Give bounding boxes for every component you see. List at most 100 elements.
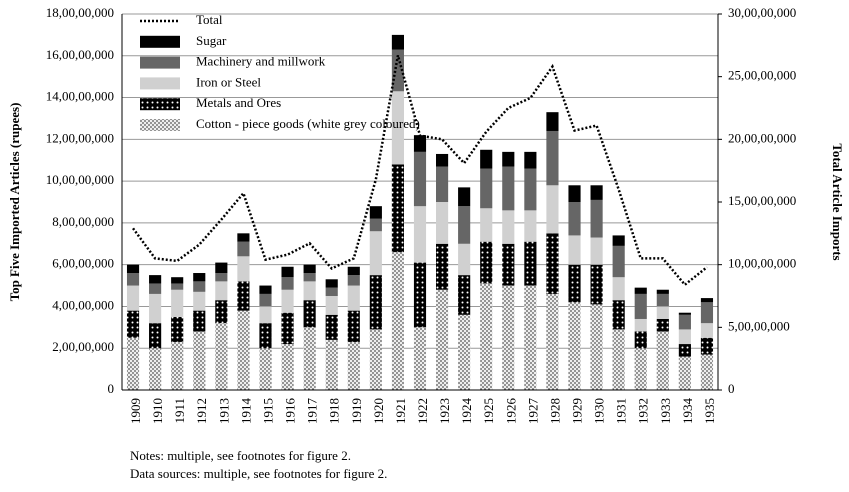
bar-segment bbox=[612, 329, 625, 390]
bar-segment bbox=[237, 241, 250, 257]
bar-segment bbox=[524, 210, 537, 242]
bar-segment bbox=[259, 348, 272, 390]
bar-segment bbox=[700, 323, 714, 338]
bar-segment bbox=[369, 275, 382, 330]
note: Notes: multiple, see footnotes for figur… bbox=[130, 448, 351, 463]
bar-segment bbox=[656, 318, 669, 332]
bar-segment bbox=[215, 323, 228, 390]
y2-tick-label: 15,00,00,000 bbox=[728, 193, 796, 208]
bar-segment bbox=[524, 151, 537, 169]
bar-segment bbox=[678, 312, 691, 315]
bar-segment bbox=[369, 218, 382, 232]
x-tick-label: 1927 bbox=[525, 398, 540, 425]
legend-swatch bbox=[140, 56, 180, 69]
bar-segment bbox=[546, 293, 559, 390]
x-tick-label: 1909 bbox=[128, 398, 143, 424]
bar-segment bbox=[126, 285, 140, 311]
bar-segment bbox=[656, 289, 669, 294]
bar-segment bbox=[325, 314, 338, 340]
bar-segment bbox=[480, 283, 493, 390]
y-tick-label: 16,00,00,000 bbox=[46, 47, 114, 62]
bar-segment bbox=[281, 312, 294, 345]
y2-tick-label: 0 bbox=[728, 381, 735, 396]
x-tick-label: 1929 bbox=[570, 398, 585, 424]
bar-segment bbox=[303, 273, 316, 282]
bar-segment bbox=[502, 210, 515, 244]
bar-segment bbox=[369, 329, 382, 390]
bar-segment bbox=[126, 273, 140, 286]
bar-segment bbox=[325, 279, 338, 288]
y-tick-label: 10,00,00,000 bbox=[46, 172, 114, 187]
y-axis-title: Top Five Imported Articles (rupees) bbox=[7, 103, 22, 302]
bar-segment bbox=[502, 166, 515, 211]
bar-segment bbox=[590, 264, 603, 305]
bar-segment bbox=[149, 348, 162, 390]
legend-swatch bbox=[140, 119, 180, 131]
bar-segment bbox=[524, 168, 537, 211]
y2-tick-label: 20,00,00,000 bbox=[728, 130, 796, 145]
bar-segment bbox=[568, 202, 581, 236]
bar-segment bbox=[678, 314, 691, 330]
bar-segment bbox=[149, 283, 162, 294]
bar-segment bbox=[656, 306, 669, 319]
y-tick-label: 4,00,00,000 bbox=[52, 297, 114, 312]
y2-tick-label: 10,00,00,000 bbox=[728, 256, 796, 271]
bar-segment bbox=[215, 273, 228, 282]
x-tick-label: 1925 bbox=[481, 398, 496, 424]
legend-swatch bbox=[140, 77, 180, 90]
bar-segment bbox=[325, 339, 338, 390]
x-tick-label: 1928 bbox=[547, 398, 562, 424]
bar-segment bbox=[436, 202, 449, 244]
bar-segment bbox=[281, 344, 294, 390]
bar-segment bbox=[436, 243, 449, 290]
bar-segment bbox=[215, 300, 228, 324]
bar-segment bbox=[458, 314, 471, 390]
bar-segment bbox=[590, 304, 603, 390]
bar-segment bbox=[524, 285, 537, 390]
bar-segment bbox=[237, 256, 250, 282]
y-tick-label: 12,00,00,000 bbox=[46, 130, 114, 145]
bar-segment bbox=[568, 264, 581, 303]
bar-segment bbox=[458, 275, 471, 315]
bar-segment bbox=[391, 91, 404, 165]
bar-segment bbox=[546, 130, 559, 186]
y-tick-label: 14,00,00,000 bbox=[46, 89, 114, 104]
bar-segment bbox=[149, 293, 162, 324]
bar-segment bbox=[568, 235, 581, 265]
x-tick-label: 1910 bbox=[150, 398, 165, 424]
bar-segment bbox=[612, 245, 625, 278]
bar-segment bbox=[215, 281, 228, 301]
bar-segment bbox=[281, 266, 294, 278]
bar-segment bbox=[502, 285, 515, 390]
legend-label: Machinery and millwork bbox=[196, 54, 326, 69]
x-tick-label: 1932 bbox=[636, 398, 651, 424]
bar-segment bbox=[634, 331, 647, 349]
bar-segment bbox=[193, 273, 206, 282]
bar-segment bbox=[325, 296, 338, 315]
y-tick-label: 2,00,00,000 bbox=[52, 339, 114, 354]
bar-segment bbox=[546, 112, 559, 131]
bar-segment bbox=[413, 262, 427, 328]
bar-segment bbox=[634, 293, 647, 319]
bar-segment bbox=[546, 185, 559, 234]
bar-segment bbox=[215, 262, 228, 274]
x-tick-label: 1911 bbox=[172, 398, 187, 424]
note: Data sources: multiple, see footnotes fo… bbox=[130, 466, 387, 481]
x-tick-label: 1931 bbox=[614, 398, 629, 424]
bar-segment bbox=[612, 300, 625, 330]
bar-segment bbox=[634, 348, 647, 390]
bar-segment bbox=[171, 289, 184, 317]
bar-segment bbox=[413, 151, 427, 207]
bar-segment bbox=[546, 233, 559, 294]
x-tick-label: 1930 bbox=[592, 398, 607, 424]
bar-segment bbox=[347, 310, 360, 342]
x-tick-label: 1922 bbox=[415, 398, 430, 424]
bar-segment bbox=[700, 354, 714, 390]
bar-segment bbox=[303, 327, 316, 390]
bar-segment bbox=[634, 318, 647, 332]
x-tick-label: 1914 bbox=[238, 398, 253, 425]
bar-segment bbox=[281, 289, 294, 313]
bar-segment bbox=[634, 287, 647, 294]
y-tick-label: 8,00,00,000 bbox=[52, 214, 114, 229]
